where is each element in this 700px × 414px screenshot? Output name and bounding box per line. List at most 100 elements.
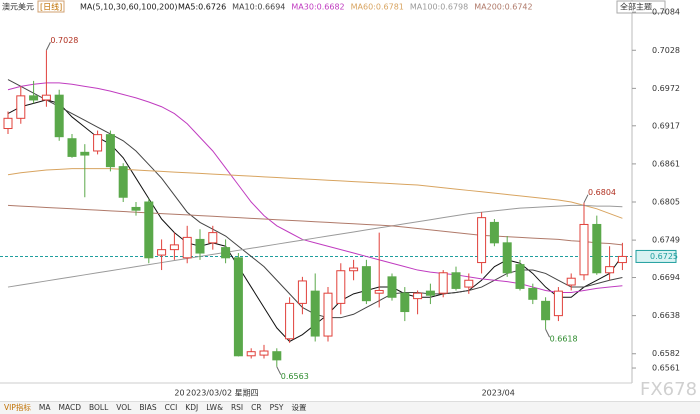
candle-body [438, 272, 448, 294]
candle-body [413, 292, 423, 300]
y-tick-label: 0.6749 [652, 236, 680, 245]
extreme-label: 0.7028 [50, 36, 78, 45]
candle-body [361, 266, 371, 302]
candle-body [41, 94, 51, 101]
candle-body [169, 244, 179, 251]
y-tick-label: 0.6582 [652, 349, 680, 358]
candle-body [157, 249, 167, 256]
y-tick-label: 0.7028 [652, 46, 680, 55]
theme-button-label[interactable]: 全部主题 [620, 2, 652, 12]
candle-body [144, 201, 154, 259]
watermark: FX678 [640, 379, 697, 400]
indicator-tab[interactable]: BOLL [88, 403, 109, 412]
candle-body [246, 351, 256, 357]
indicator-tab[interactable]: LW& [206, 403, 223, 412]
indicator-tab[interactable]: VIP指标 [4, 403, 31, 412]
candle-body [93, 134, 103, 152]
candle-body [131, 206, 141, 211]
indicator-tab[interactable]: MACD [58, 403, 81, 412]
indicator-tab[interactable]: PSY [269, 403, 284, 412]
y-tick-label: 0.6805 [652, 198, 680, 207]
ma-line [7, 168, 623, 219]
candle-body [323, 292, 333, 337]
candle-body [374, 289, 384, 294]
candle-body [489, 221, 499, 244]
candle-body [208, 232, 218, 244]
candle-body [285, 302, 295, 340]
candle-body [528, 287, 538, 300]
extreme-label: 0.6563 [281, 372, 309, 381]
candle-body [182, 236, 192, 259]
legend-entry: MA30:0.6682 [291, 3, 344, 12]
candle-body [29, 95, 39, 101]
candle-body [259, 350, 269, 356]
indicator-tab[interactable]: MA [38, 403, 51, 412]
extreme-label: 0.6804 [588, 188, 616, 197]
indicator-tab[interactable]: VOL [116, 403, 132, 412]
candle-body [425, 290, 435, 296]
candle-body [349, 267, 359, 272]
y-tick-label: 0.7084 [652, 8, 680, 17]
chart: 澳元美元 [日线] MA(5,10,30,60,100,200) 全部主题 FX… [0, 0, 697, 400]
extreme-marker [583, 194, 589, 203]
candle-body [221, 247, 231, 259]
extreme-marker [276, 366, 282, 375]
candle-body [3, 117, 13, 130]
candle-body [54, 94, 64, 138]
y-tick-label: 0.6638 [652, 311, 680, 320]
extreme-marker [45, 42, 51, 51]
candle-body [233, 257, 243, 357]
last-price-box [635, 249, 677, 263]
extreme-label: 0.6618 [550, 335, 578, 344]
candle-body [477, 217, 487, 264]
legend-entry: MA5:0.6726 [178, 3, 226, 12]
candle-body [272, 351, 282, 361]
y-tick-label: 0.6972 [652, 84, 680, 93]
indicator-tab[interactable]: 设置 [291, 403, 307, 412]
y-tick-label: 0.6917 [652, 121, 680, 130]
indicator-tab[interactable]: BIAS [139, 403, 157, 412]
candle-body [451, 272, 461, 289]
legend-entry: MA100:0.6798 [410, 3, 468, 12]
candle-body [579, 223, 589, 276]
candle-body [502, 242, 512, 274]
candle-body [16, 95, 26, 119]
candle-body [617, 255, 627, 264]
indicator-tab[interactable]: RSI [230, 403, 244, 412]
candle-body [515, 264, 525, 289]
candle-body [566, 277, 576, 286]
candle-body [310, 290, 320, 337]
ma-line [7, 204, 623, 288]
ma-line [7, 82, 623, 294]
candle-body [605, 266, 615, 274]
indicator-label: MA(5,10,30,60,100,200) [80, 3, 178, 12]
y-tick-label: 0.6694 [652, 273, 680, 282]
chart-title: 澳元美元 [2, 2, 34, 12]
candle-body [105, 134, 115, 168]
indicator-tab[interactable]: CCI [164, 403, 178, 412]
y-tick-label: 0.6861 [652, 159, 680, 168]
period: [日线] [40, 2, 62, 12]
candle-body [80, 151, 90, 156]
indicator-tabs: VIP指标 MA MACD BOLL VOL BIAS CCI KDJ LW& RSI CR PSY 设… [0, 401, 700, 414]
last-price-label: 0.6725 [650, 252, 678, 261]
legend-entry: MA200:0.6742 [474, 3, 532, 12]
theme-button[interactable] [616, 0, 666, 14]
x-tick-label: 2023/04 [482, 389, 515, 398]
crosshair-date: 2023/03/02 星期四 [186, 389, 259, 398]
indicator-tab[interactable]: CR [251, 403, 262, 412]
candle-body [118, 166, 128, 198]
period-box [37, 0, 65, 13]
y-tick-label: 0.6561 [652, 364, 680, 373]
candle-body [592, 223, 602, 274]
candle-body [195, 238, 205, 254]
legend-entry: MA10:0.6694 [232, 3, 285, 12]
candle-body [553, 290, 563, 317]
extreme-marker [545, 329, 551, 338]
candle-body [67, 138, 77, 157]
candle-body [336, 270, 346, 304]
indicator-tab[interactable]: KDJ [185, 403, 199, 412]
ma-line [7, 204, 623, 246]
candle-body [541, 300, 551, 321]
